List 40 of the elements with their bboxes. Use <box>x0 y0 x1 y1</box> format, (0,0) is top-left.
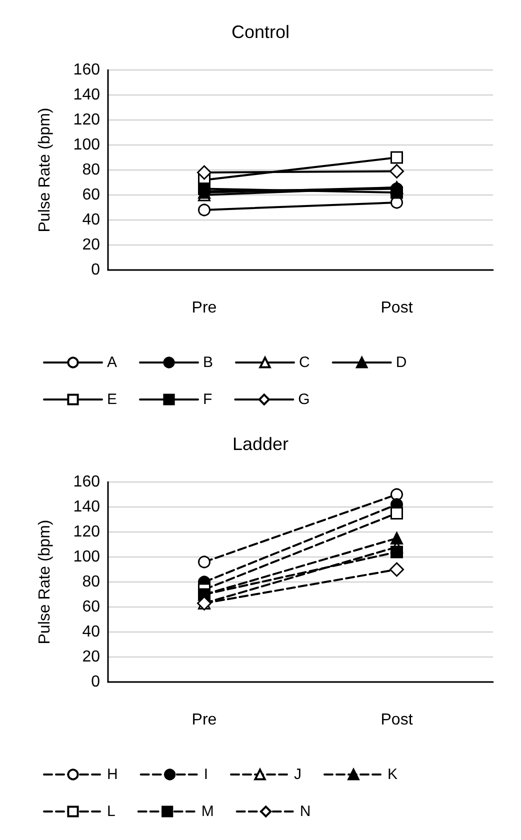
x-tick-label: Post <box>380 300 414 316</box>
y-tick-label: 140 <box>73 86 100 104</box>
legend-label: A <box>107 354 118 371</box>
legend-label: M <box>201 803 214 820</box>
y-tick-label: 40 <box>82 212 100 228</box>
y-tick-label: 160 <box>73 474 100 490</box>
legend-label: K <box>388 766 398 783</box>
x-tick-label: Pre <box>192 712 217 728</box>
legend-label: B <box>203 354 214 371</box>
x-tick-label: Pre <box>192 300 217 316</box>
y-tick-label: 80 <box>82 162 100 178</box>
x-tick-label: Post <box>380 712 414 728</box>
legend-label: F <box>203 391 212 408</box>
legend-label: L <box>107 803 116 820</box>
y-tick-label: 40 <box>82 624 100 640</box>
legend-label: N <box>300 803 311 820</box>
legend-label: G <box>298 391 310 408</box>
legend-label: H <box>107 766 118 783</box>
y-tick-label: 60 <box>82 598 100 616</box>
chart-title: Ladder <box>232 434 289 454</box>
y-tick-label: 0 <box>91 674 100 690</box>
chart-title: Control <box>231 22 290 42</box>
legend-label: C <box>299 354 310 371</box>
y-tick-label: 120 <box>73 112 100 128</box>
y-tick-label: 0 <box>91 262 100 278</box>
y-tick-label: 160 <box>73 62 100 78</box>
y-tick-label: 100 <box>73 548 100 566</box>
legend-label: J <box>294 766 302 783</box>
y-tick-label: 20 <box>82 648 100 666</box>
y-tick-label: 120 <box>73 524 100 540</box>
y-axis-title: Pulse Rate (bpm) <box>36 108 54 232</box>
legend-label: D <box>396 354 407 371</box>
y-tick-label: 20 <box>82 236 100 254</box>
legend-label: I <box>204 766 208 783</box>
y-tick-label: 140 <box>73 498 100 516</box>
y-tick-label: 80 <box>82 574 100 590</box>
y-tick-label: 60 <box>82 186 100 204</box>
y-axis-title: Pulse Rate (bpm) <box>36 520 54 644</box>
legend-label: E <box>107 391 118 408</box>
y-tick-label: 100 <box>73 136 100 154</box>
